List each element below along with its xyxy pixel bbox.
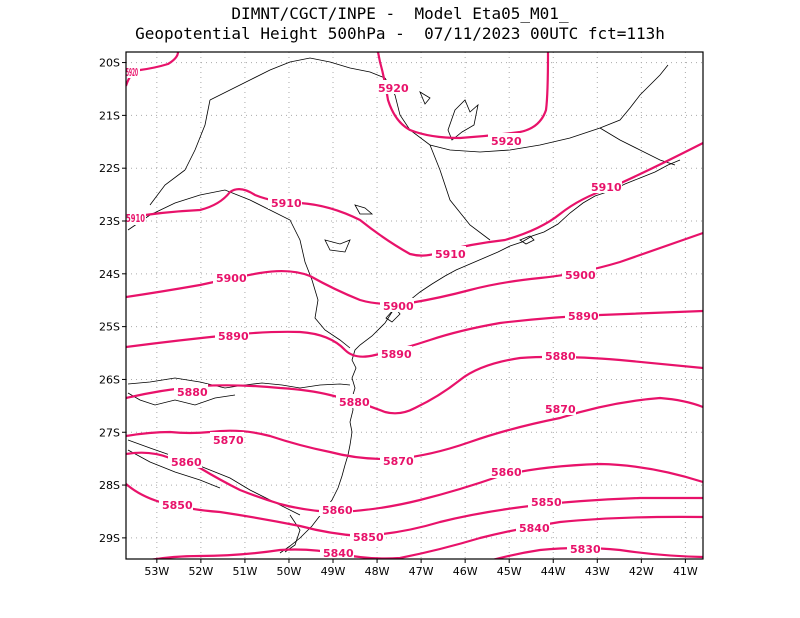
plot-frame	[125, 51, 704, 560]
x-axis: 53W 52W 51W 50W 49W 48W 47W 46W 45W 44W 43W 42W 41W	[144, 559, 698, 578]
contour-label: 5910	[591, 181, 622, 194]
x-tick-label: 49W	[321, 565, 346, 578]
contour-label: 5860	[322, 504, 353, 517]
contour-label: 5840	[323, 547, 354, 560]
y-tick-label: 23S	[99, 215, 120, 228]
y-tick-label: 27S	[99, 426, 120, 439]
contour-5880	[126, 355, 703, 415]
contour-labels: 5920 5920 5920 5910 5910 5910 5910 5900 …	[126, 66, 622, 560]
contour-label: 5880	[177, 386, 208, 399]
contour-label: 5890	[218, 330, 249, 343]
contour-label: 5850	[531, 496, 562, 509]
coastline	[279, 159, 681, 554]
y-tick-label: 26S	[99, 373, 120, 386]
contour-label: 5880	[545, 350, 576, 363]
y-tick-label: 22S	[99, 162, 120, 175]
y-tick-label: 24S	[99, 268, 120, 281]
contour-label: 5920	[491, 135, 522, 148]
contour-label: 5850	[353, 531, 384, 544]
contour-5840	[148, 515, 703, 559]
x-tick-label: 53W	[144, 565, 169, 578]
contour-label: 5920	[126, 66, 138, 79]
height-contours	[126, 52, 703, 559]
state-border	[127, 189, 351, 349]
y-tick-label: 21S	[99, 109, 120, 122]
chart-title-line1: DIMNT/CGCT/INPE - Model Eta05_M01_	[231, 4, 569, 23]
x-tick-label: 46W	[453, 565, 478, 578]
contour-label: 5890	[568, 310, 599, 323]
contour-5900	[126, 231, 703, 306]
contour-label: 5860	[171, 456, 202, 469]
contour-label: 5900	[565, 269, 596, 282]
x-tick-label: 50W	[277, 565, 302, 578]
contour-label: 5920	[378, 82, 409, 95]
grid-lines	[126, 52, 703, 559]
contour-label: 5870	[213, 434, 244, 447]
contour-label: 5910	[435, 248, 466, 261]
contour-label: 5900	[383, 300, 414, 313]
x-tick-label: 45W	[497, 565, 522, 578]
y-tick-label: 29S	[99, 532, 120, 545]
y-tick-label: 28S	[99, 479, 120, 492]
chart-title-line2: Geopotential Height 500hPa - 07/11/2023 …	[135, 24, 665, 43]
x-tick-label: 41W	[673, 565, 698, 578]
x-tick-label: 43W	[585, 565, 610, 578]
contour-5920	[376, 52, 550, 140]
contour-5910	[126, 142, 703, 257]
contour-label: 5870	[383, 455, 414, 468]
contour-label: 5890	[381, 348, 412, 361]
x-tick-label: 52W	[188, 565, 213, 578]
y-axis: 20S 21S 22S 23S 24S 25S 26S 27S 28S 29S	[99, 57, 126, 545]
contour-5850	[126, 483, 703, 538]
x-tick-label: 44W	[541, 565, 566, 578]
contour-label: 5860	[491, 466, 522, 479]
x-tick-label: 48W	[365, 565, 390, 578]
contour-label: 5880	[339, 396, 370, 409]
contour-label: 5840	[519, 522, 550, 535]
contour-5860	[126, 451, 703, 514]
y-tick-label: 25S	[99, 321, 120, 334]
contour-label: 5850	[162, 499, 193, 512]
x-tick-label: 47W	[409, 565, 434, 578]
y-tick-label: 20S	[99, 57, 120, 70]
contour-label: 5830	[570, 543, 601, 556]
x-tick-label: 42W	[629, 565, 654, 578]
x-tick-label: 51W	[232, 565, 257, 578]
contour-label: 5910	[271, 197, 302, 210]
contour-label: 5910	[126, 212, 145, 225]
contour-label: 5900	[216, 272, 247, 285]
contour-5890	[126, 309, 703, 358]
contour-label: 5870	[545, 403, 576, 416]
